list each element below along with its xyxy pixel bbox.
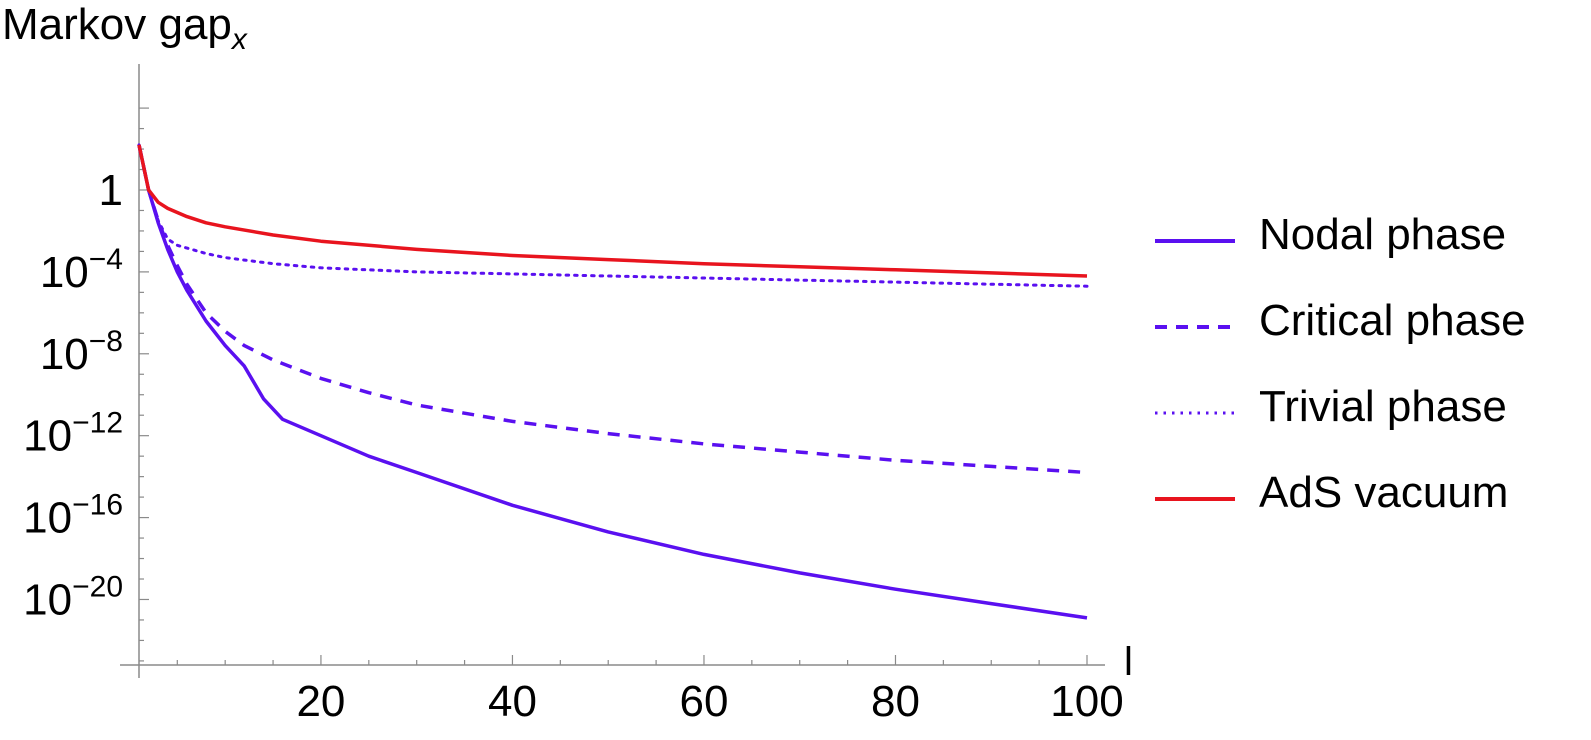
series-line-ads-vacuum <box>137 144 1088 278</box>
legend-swatch <box>1155 239 1235 243</box>
series-line-trivial-phase <box>137 143 1089 288</box>
series-line-nodal-phase <box>137 144 1088 620</box>
series-layer <box>137 143 1089 620</box>
y-tick-label: 10−4 <box>40 243 123 297</box>
x-axis-label: l <box>1124 640 1133 684</box>
x-tick-label: 40 <box>488 677 537 726</box>
x-tick-label: 100 <box>1050 677 1123 726</box>
legend-item: Trivial phase <box>1155 372 1585 458</box>
legend-label: Critical phase <box>1259 296 1526 345</box>
legend-item: AdS vacuum <box>1155 458 1585 544</box>
axes: 20 40 60 80 100 1 10−4 10−8 10−12 10−16 10−20 <box>23 64 1124 726</box>
legend-swatch <box>1155 497 1235 501</box>
series-line-critical-phase <box>137 144 1088 475</box>
y-tick-label: 10−20 <box>23 570 123 624</box>
x-tick-label: 80 <box>871 677 920 726</box>
x-tick-label: 60 <box>679 677 728 726</box>
y-tick-label: 10−12 <box>23 407 123 461</box>
legend-label: Nodal phase <box>1259 210 1507 259</box>
legend-label: Trivial phase <box>1259 382 1507 431</box>
y-tick-label: 10−8 <box>40 325 123 379</box>
legend-label: AdS vacuum <box>1259 468 1509 517</box>
legend-item: Nodal phase <box>1155 200 1585 286</box>
legend-swatch <box>1155 411 1235 415</box>
legend-swatch <box>1155 325 1235 329</box>
legend-item: Critical phase <box>1155 286 1585 372</box>
y-axis-label: Markov gapx <box>2 0 247 56</box>
legend: Nodal phase Critical phase Trivial phase Ad… <box>1155 200 1585 544</box>
y-tick-label: 1 <box>99 166 123 215</box>
y-tick-label: 10−16 <box>23 489 123 543</box>
x-tick-label: 20 <box>296 677 345 726</box>
